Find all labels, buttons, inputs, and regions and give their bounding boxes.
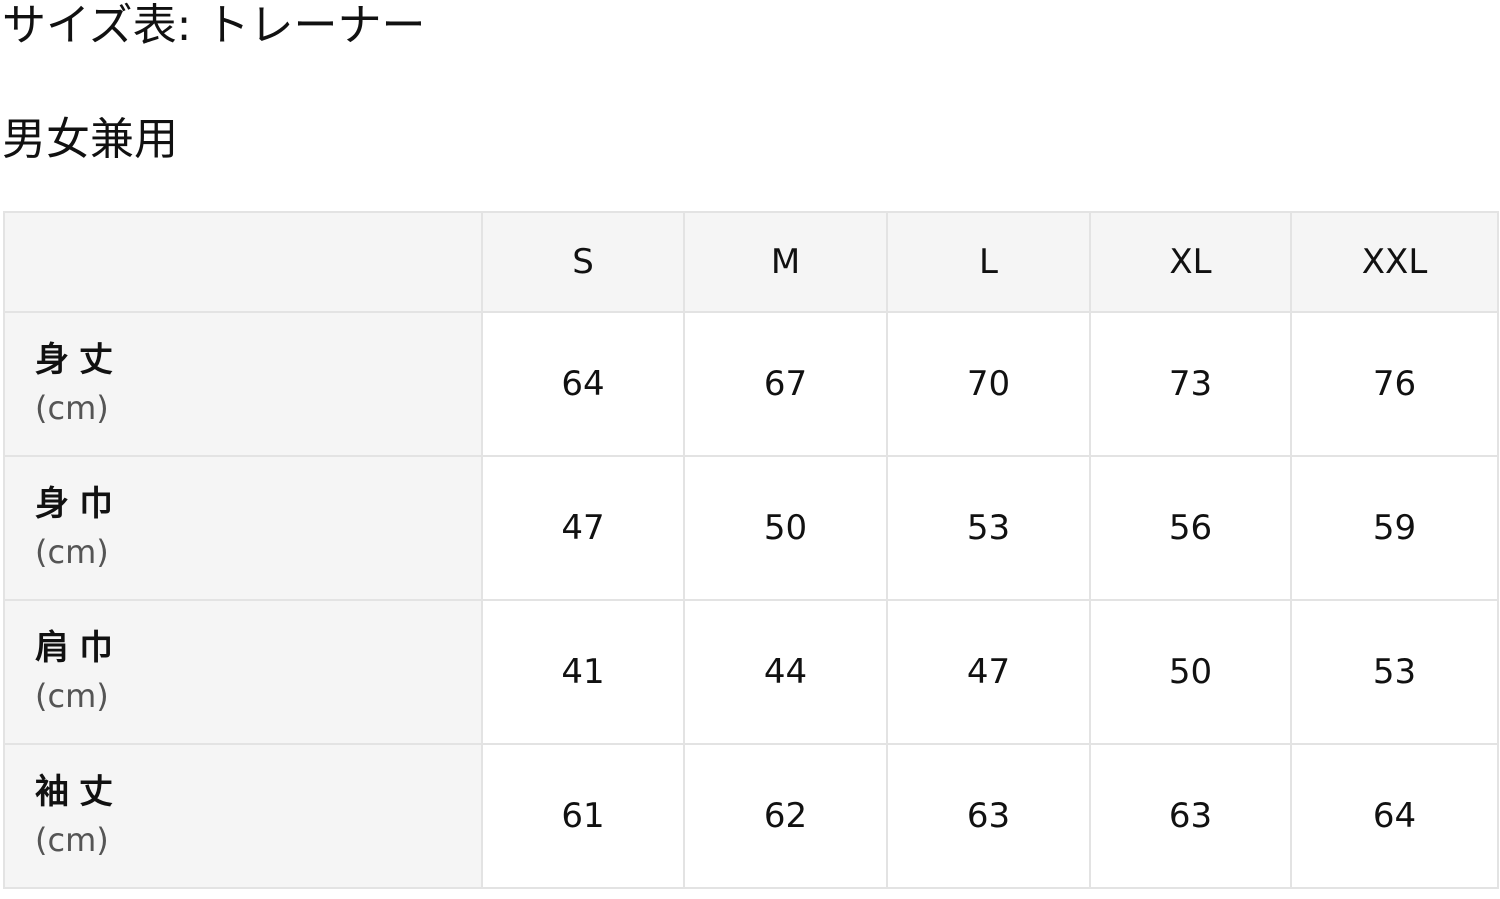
table-cell: 50 <box>1089 599 1292 745</box>
table-row: 肩巾 (cm) 41 44 47 50 53 <box>3 599 1499 745</box>
header-size: L <box>886 211 1091 313</box>
page-title: サイズ表: トレーナー <box>2 0 426 51</box>
measurement-name: 身丈 <box>35 340 123 380</box>
table-row: 袖丈 (cm) 61 62 63 63 64 <box>3 743 1499 889</box>
measurement-name: 身巾 <box>35 484 123 524</box>
measurement-unit: (cm) <box>35 677 109 715</box>
table-cell: 53 <box>886 455 1091 601</box>
table-cell: 67 <box>683 311 888 457</box>
table-cell: 47 <box>481 455 685 601</box>
table-cell: 61 <box>481 743 685 889</box>
table-cell: 64 <box>1290 743 1499 889</box>
table-cell: 63 <box>1089 743 1292 889</box>
header-size: S <box>481 211 685 313</box>
table-cell: 44 <box>683 599 888 745</box>
table-cell: 41 <box>481 599 685 745</box>
header-corner <box>3 211 482 313</box>
measurement-unit: (cm) <box>35 533 109 571</box>
row-label: 袖丈 (cm) <box>3 743 482 889</box>
table-cell: 63 <box>886 743 1091 889</box>
header-size: XL <box>1089 211 1292 313</box>
size-table: S M L XL XXL 身丈 (cm) 64 67 70 73 76 身巾 (cm) 47 50 53 56 5… <box>3 211 1499 889</box>
measurement-unit: (cm) <box>35 821 109 859</box>
row-label: 身巾 (cm) <box>3 455 482 601</box>
measurement-unit: (cm) <box>35 389 109 427</box>
table-cell: 50 <box>683 455 888 601</box>
measurement-name: 袖丈 <box>35 772 123 812</box>
table-cell: 59 <box>1290 455 1499 601</box>
table-row: 身巾 (cm) 47 50 53 56 59 <box>3 455 1499 601</box>
header-size: M <box>683 211 888 313</box>
row-label: 身丈 (cm) <box>3 311 482 457</box>
header-row: S M L XL XXL <box>3 211 1499 313</box>
table-cell: 56 <box>1089 455 1292 601</box>
table-cell: 62 <box>683 743 888 889</box>
table-cell: 70 <box>886 311 1091 457</box>
row-label: 肩巾 (cm) <box>3 599 482 745</box>
measurement-name: 肩巾 <box>35 628 123 668</box>
header-size: XXL <box>1290 211 1499 313</box>
table-cell: 76 <box>1290 311 1499 457</box>
table-row: 身丈 (cm) 64 67 70 73 76 <box>3 311 1499 457</box>
table-cell: 64 <box>481 311 685 457</box>
table-cell: 47 <box>886 599 1091 745</box>
page-subtitle: 男女兼用 <box>2 114 178 165</box>
table-cell: 53 <box>1290 599 1499 745</box>
table-cell: 73 <box>1089 311 1292 457</box>
